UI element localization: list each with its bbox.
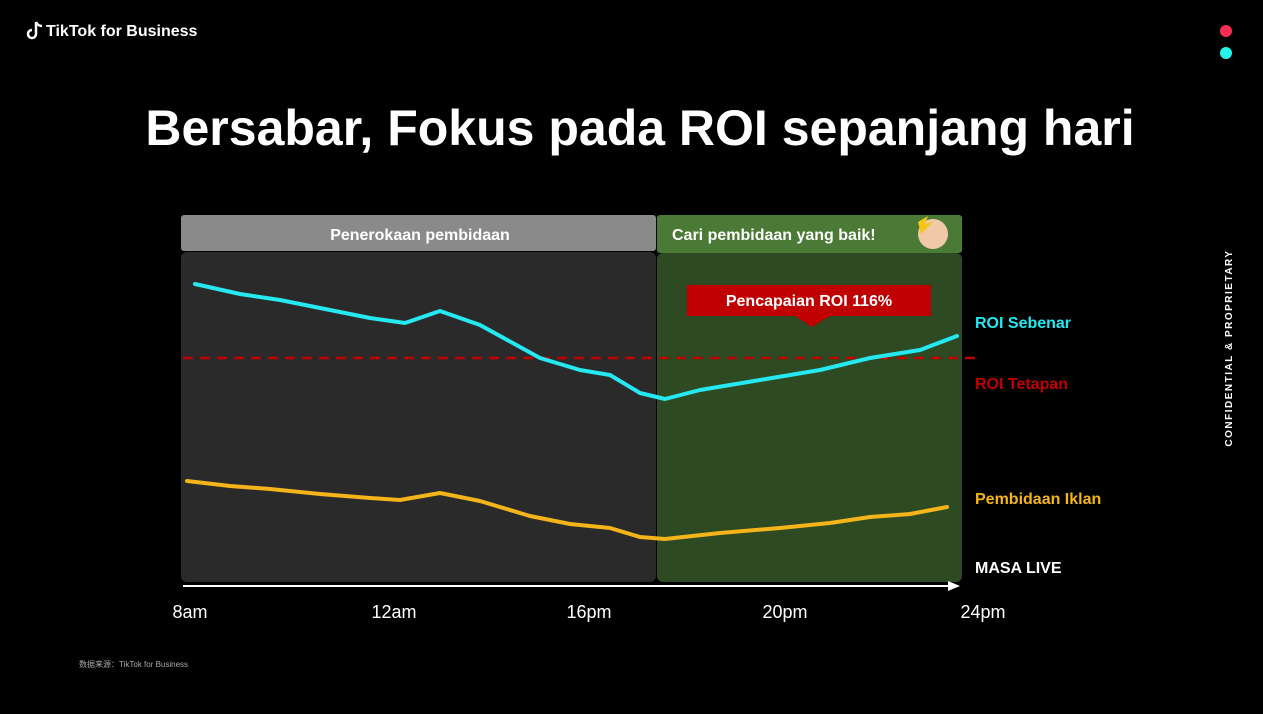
logo-text: TikTok for Business <box>46 23 198 40</box>
slide-title: Bersabar, Fokus pada ROI sepanjang hari <box>145 100 1134 156</box>
phase-header <box>657 215 962 253</box>
callout-box <box>687 285 931 316</box>
series-label: Pembidaan Iklan <box>975 491 1101 508</box>
x-label: 20pm <box>762 602 807 622</box>
spark <box>918 216 933 234</box>
roi-line <box>193 282 959 401</box>
series-label: ROI Tetapan <box>975 376 1068 393</box>
x-label: 24pm <box>960 602 1005 622</box>
side-note: CONFIDENTIAL & PROPRIETARY <box>1224 249 1235 446</box>
axis-arrow <box>948 581 960 591</box>
callout-pointer <box>795 316 830 327</box>
phase-label: Penerokaan pembidaan <box>330 227 510 244</box>
phase-panel <box>181 252 656 582</box>
phase-label: Cari pembidaan yang baik! <box>672 227 876 244</box>
bid-line <box>185 479 949 541</box>
phase-header <box>181 215 656 251</box>
phase-panel <box>657 253 962 582</box>
x-label: 8am <box>172 602 207 622</box>
series-label: ROI Sebenar <box>975 315 1071 332</box>
x-label: 12am <box>371 602 416 622</box>
axis-title: MASA LIVE <box>975 560 1062 577</box>
dot-red <box>1220 25 1232 37</box>
footer: 数据来源：TikTok for Business <box>79 659 188 669</box>
callout-text: Pencapaian ROI 116% <box>726 293 892 310</box>
x-label: 16pm <box>566 602 611 622</box>
logo-icon <box>26 21 43 40</box>
dot-cyan <box>1220 47 1232 59</box>
